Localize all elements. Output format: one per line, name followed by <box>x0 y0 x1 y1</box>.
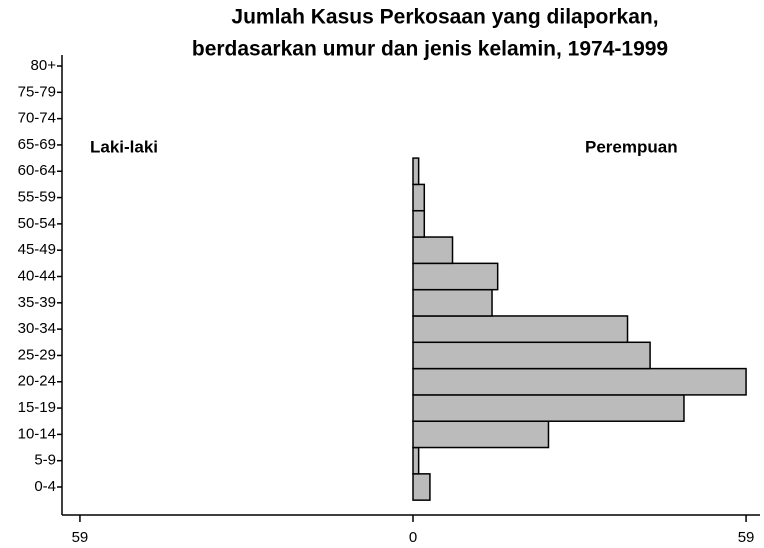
y-tick-label: 15-19 <box>18 399 56 416</box>
bar <box>412 183 426 212</box>
y-tick-label: 55-59 <box>18 189 56 206</box>
y-tick-label: 20-24 <box>18 373 56 390</box>
x-tick-label: 0 <box>409 529 417 546</box>
bar <box>412 209 426 238</box>
bar <box>412 473 431 501</box>
side-label: Laki-laki <box>90 137 158 156</box>
y-tick-label: 65-69 <box>18 136 56 153</box>
y-tick-label: 45-49 <box>18 241 56 258</box>
y-tick-label: 5-9 <box>34 452 56 469</box>
y-tick-label: 35-39 <box>18 294 56 311</box>
y-tick-label: 80+ <box>31 57 57 74</box>
bar <box>412 394 685 422</box>
side-label: Perempuan <box>585 137 678 156</box>
bar <box>412 262 499 291</box>
bar <box>412 288 493 317</box>
y-tick-label: 70-74 <box>18 110 56 127</box>
x-tick-label: 59 <box>738 529 755 546</box>
bar <box>412 420 550 449</box>
x-tick-label: 59 <box>72 529 89 546</box>
y-tick-label: 75-79 <box>18 83 56 100</box>
chart-title: Jumlah Kasus Perkosaan yang dilaporkan, <box>231 6 658 29</box>
y-tick-label: 40-44 <box>18 267 56 284</box>
bar <box>412 341 651 370</box>
y-tick-label: 60-64 <box>18 162 56 179</box>
bar <box>412 236 454 265</box>
bar <box>412 446 420 475</box>
y-tick-label: 50-54 <box>18 215 56 232</box>
y-tick-label: 25-29 <box>18 346 56 363</box>
bar <box>412 157 420 186</box>
y-tick-label: 30-34 <box>18 320 56 337</box>
bar <box>412 315 629 344</box>
y-tick-label: 10-14 <box>18 425 56 442</box>
bar <box>412 367 747 396</box>
y-tick-label: 0-4 <box>34 478 56 495</box>
chart-title: berdasarkan umur dan jenis kelamin, 1974… <box>192 38 668 61</box>
